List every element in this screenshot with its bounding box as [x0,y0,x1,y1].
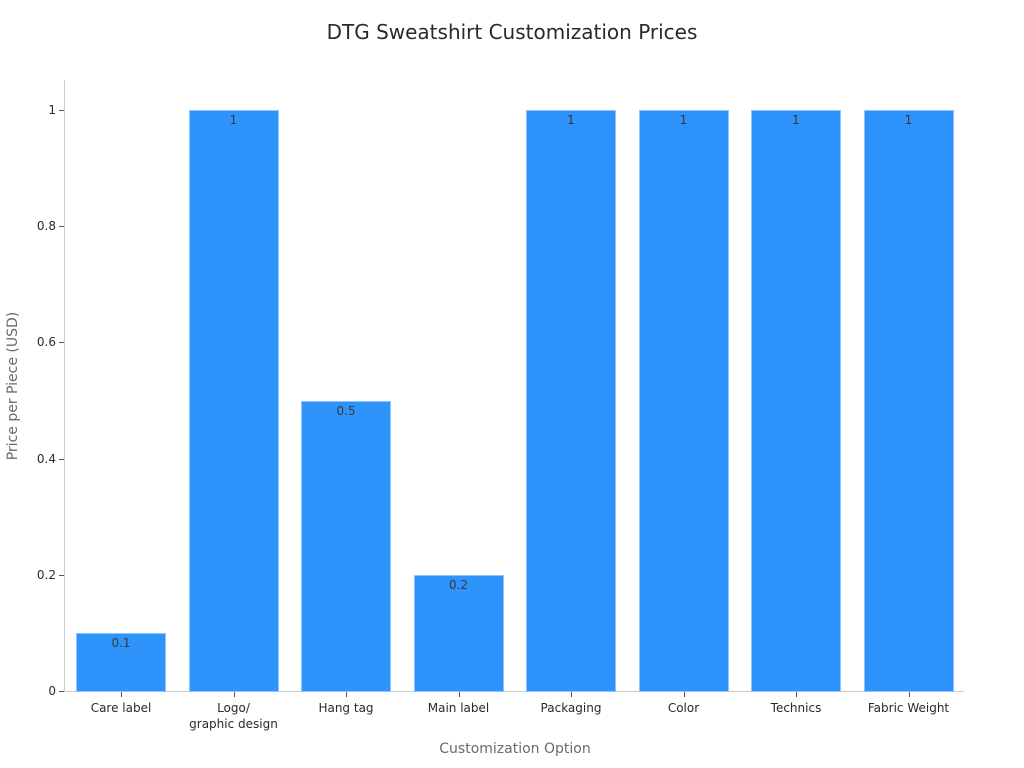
y-tick-label: 0.8 [36,219,56,234]
x-tick-label: Technics [770,701,822,715]
bar-value-label: 1 [792,113,800,127]
x-tick [346,692,347,697]
x-tick-label: Hang tag [318,701,374,715]
x-tick-label: Color [667,701,700,715]
bar-value-label: 0.5 [336,403,356,418]
y-tick [59,458,64,460]
x-tick [121,692,122,697]
x-axis-label: Customization Option [439,741,591,757]
x-tick [796,692,797,697]
bar [638,110,729,692]
x-tick [571,692,572,697]
x-tick-label: Logo/ graphic design [189,701,278,731]
bar [188,110,279,692]
x-tick [458,692,460,697]
y-tick [59,342,64,344]
bar [751,110,841,692]
bar-value-label: 0.2 [448,577,469,592]
x-tick [908,692,910,697]
y-tick [59,226,64,228]
y-tick-label: 0.4 [36,451,56,466]
x-tick-label: Fabric Weight [867,701,950,715]
y-tick [59,574,64,576]
x-tick-label: Packaging [540,701,602,715]
y-tick-label: 0 [48,684,56,698]
x-axis-line [64,691,964,692]
y-axis-label: Price per Piece (USD) [5,311,21,461]
bar [413,574,504,692]
bar-value-label: 1 [904,113,913,127]
x-tick-label: Care label [90,701,152,715]
y-axis-line [64,80,65,692]
x-tick [233,692,235,697]
y-tick-label: 1 [48,103,56,117]
bar [76,632,166,692]
x-tick-label: Main label [427,701,490,715]
bar-value-label: 1 [679,113,688,127]
y-tick [59,110,64,111]
bar-value-label: 1 [567,113,575,127]
x-tick [683,692,685,697]
chart-title: DTG Sweatshirt Customization Prices [326,20,698,44]
y-tick [59,691,64,692]
bar [863,110,954,692]
y-tick-label: 0.6 [36,335,56,350]
bar [526,110,616,692]
bar [301,400,391,692]
y-tick-label: 0.2 [36,567,56,582]
bar-value-label: 1 [229,113,238,127]
bar-value-label: 0.1 [111,635,131,650]
